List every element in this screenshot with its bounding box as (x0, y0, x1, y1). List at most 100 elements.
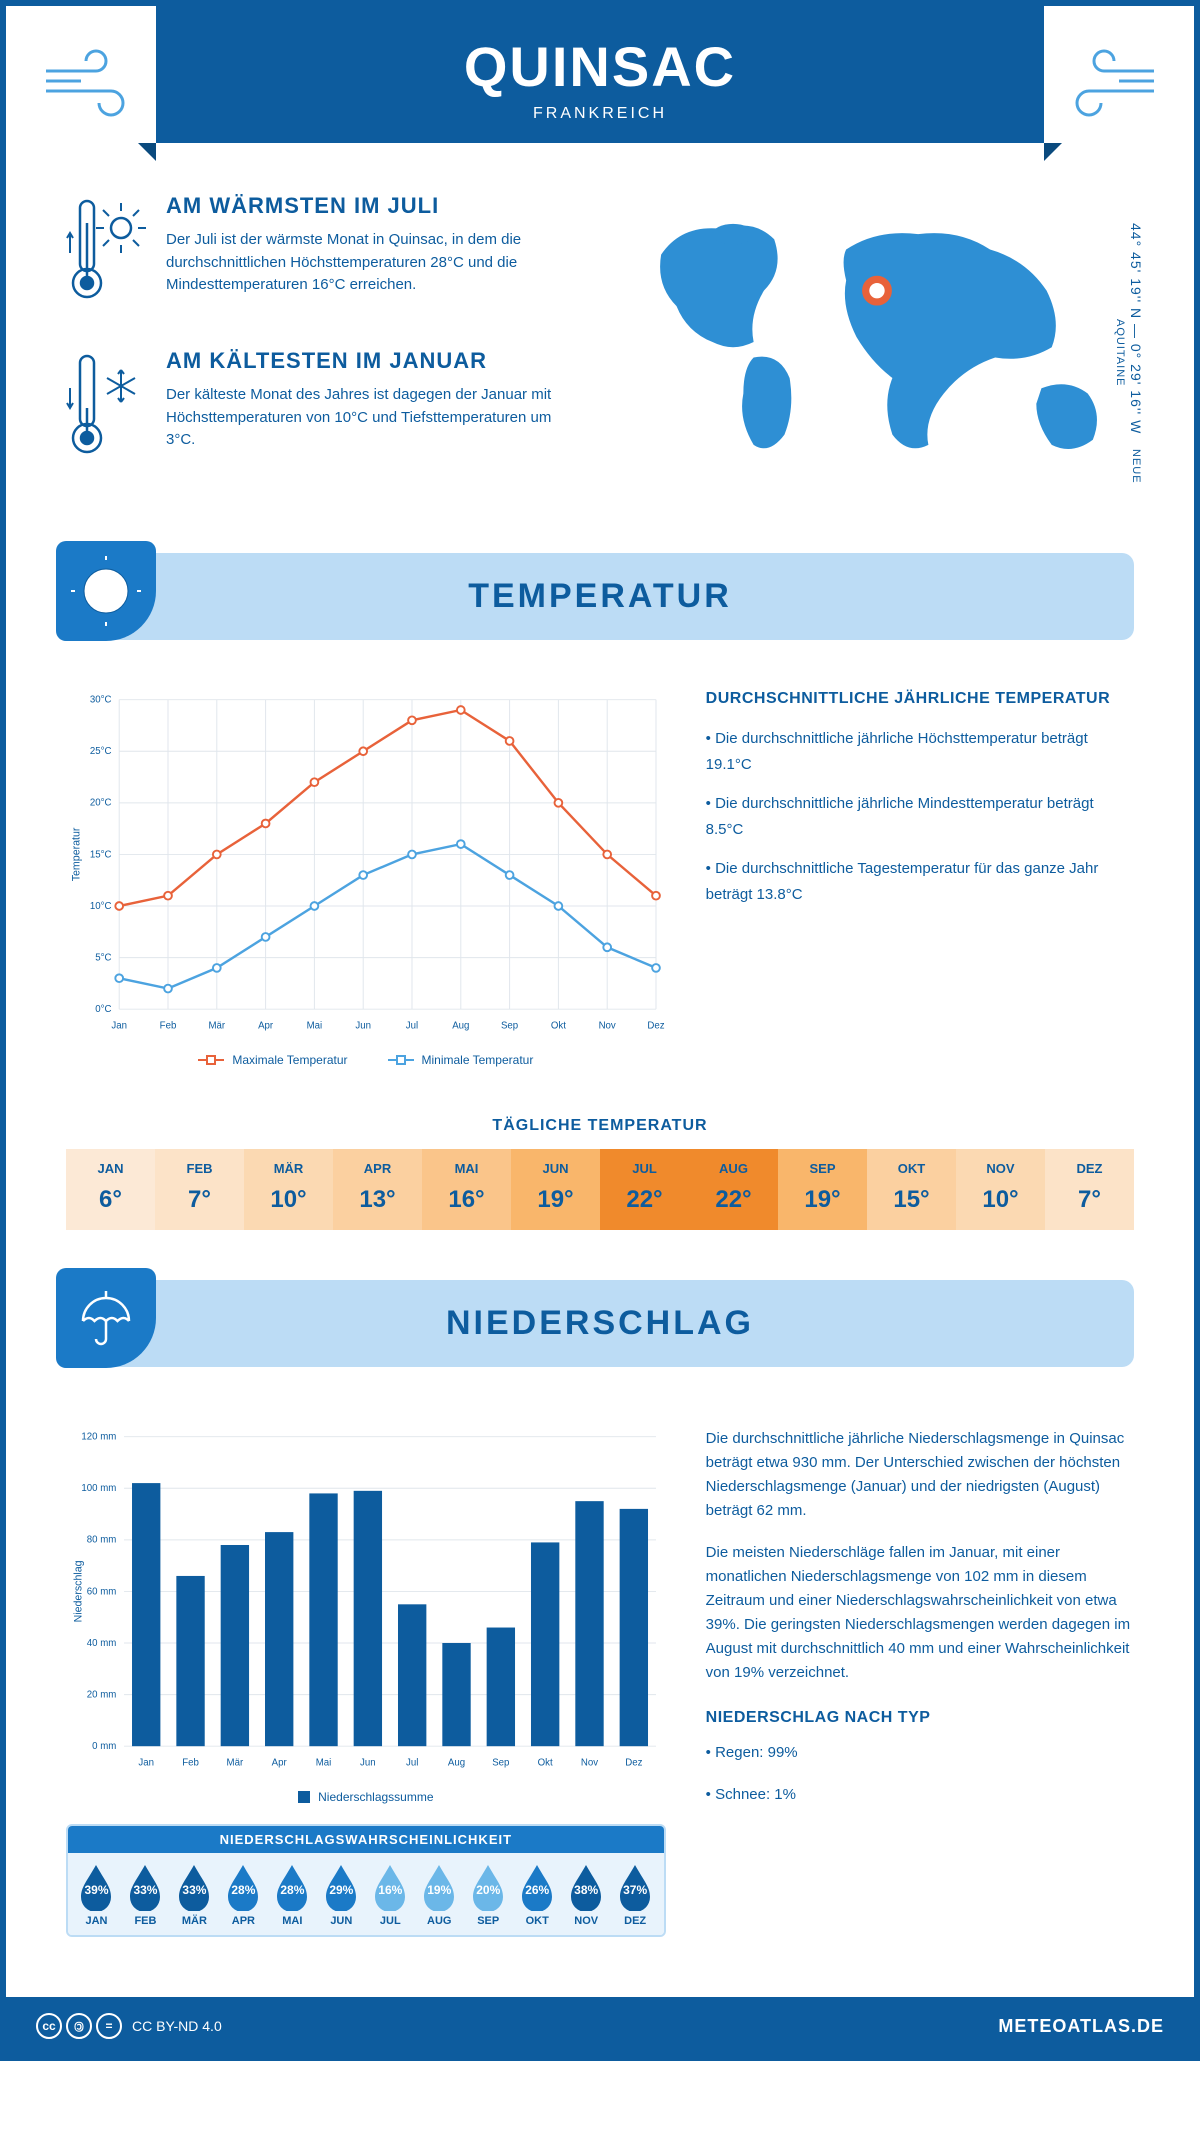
svg-text:Jul: Jul (406, 1758, 418, 1769)
svg-text:60 mm: 60 mm (87, 1587, 117, 1598)
svg-text:Jun: Jun (355, 1021, 371, 1032)
svg-text:Okt: Okt (551, 1021, 566, 1032)
svg-text:120 mm: 120 mm (81, 1432, 116, 1443)
precip-type-item: • Schnee: 1% (706, 1783, 1134, 1807)
svg-text:Mai: Mai (316, 1758, 332, 1769)
precip-type-title: NIEDERSCHLAG NACH TYP (706, 1705, 1134, 1731)
warmest-block: AM WÄRMSTEN IM JULI Der Juli ist der wär… (66, 193, 580, 318)
license-text: CC BY-ND 4.0 (132, 2018, 222, 2034)
wind-icon (1064, 36, 1164, 136)
svg-text:Jul: Jul (406, 1021, 418, 1032)
daily-temp-cell: FEB7° (155, 1149, 244, 1230)
city-title: QUINSAC (176, 34, 1024, 99)
intro-left: AM WÄRMSTEN IM JULI Der Juli ist der wär… (66, 193, 580, 503)
wind-icon (36, 36, 136, 136)
temp-bullet: • Die durchschnittliche Tagestemperatur … (706, 856, 1134, 907)
temperature-body: 0°C5°C10°C15°C20°C25°C30°CJanFebMärAprMa… (6, 670, 1194, 1097)
coldest-title: AM KÄLTESTEN IM JANUAR (166, 348, 580, 374)
svg-text:Okt: Okt (538, 1758, 553, 1769)
svg-text:Mär: Mär (227, 1758, 244, 1769)
svg-text:Jan: Jan (111, 1021, 127, 1032)
precip-prob-cell: 26% OKT (513, 1863, 562, 1927)
warmest-title: AM WÄRMSTEN IM JULI (166, 193, 580, 219)
precip-legend: Niederschlagssumme (66, 1790, 666, 1804)
svg-text:Dez: Dez (647, 1021, 664, 1032)
precip-prob-cell: 39% JAN (72, 1863, 121, 1927)
precip-prob-cell: 37% DEZ (611, 1863, 660, 1927)
legend-min-label: Minimale Temperatur (422, 1053, 534, 1067)
precip-p2: Die meisten Niederschläge fallen im Janu… (706, 1541, 1134, 1685)
coldest-text: AM KÄLTESTEN IM JANUAR Der kälteste Mona… (166, 348, 580, 473)
footer-license: cc🄯= CC BY-ND 4.0 (36, 2013, 222, 2039)
precip-chart: 0 mm20 mm40 mm60 mm80 mm100 mm120 mmJanF… (66, 1427, 666, 1775)
temperature-title: TEMPERATUR (96, 577, 1104, 616)
svg-text:Feb: Feb (160, 1021, 177, 1032)
temperature-chart: 0°C5°C10°C15°C20°C25°C30°CJanFebMärAprMa… (66, 690, 666, 1067)
svg-text:20°C: 20°C (90, 798, 112, 809)
coords-text: 44° 45' 19'' N — 0° 29' 16'' W (1128, 223, 1144, 434)
svg-text:Jun: Jun (360, 1758, 376, 1769)
footer-site: METEOATLAS.DE (998, 2016, 1164, 2037)
legend-max-label: Maximale Temperatur (232, 1053, 347, 1067)
svg-text:80 mm: 80 mm (87, 1535, 117, 1546)
svg-text:Nov: Nov (599, 1021, 616, 1032)
precip-prob-cell: 33% MÄR (170, 1863, 219, 1927)
daily-temp-cell: DEZ7° (1045, 1149, 1134, 1230)
svg-text:100 mm: 100 mm (81, 1483, 116, 1494)
daily-temp-cell: NOV10° (956, 1149, 1045, 1230)
daily-temp-cell: JUN19° (511, 1149, 600, 1230)
svg-text:Niederschlag: Niederschlag (72, 1561, 84, 1623)
temp-info-title: DURCHSCHNITTLICHE JÄHRLICHE TEMPERATUR (706, 690, 1134, 708)
daily-temp-cell: OKT15° (867, 1149, 956, 1230)
header-wrap: QUINSAC FRANKREICH (6, 6, 1194, 143)
world-map-icon (620, 193, 1134, 481)
svg-text:Feb: Feb (182, 1758, 199, 1769)
footer: cc🄯= CC BY-ND 4.0 METEOATLAS.DE (6, 1997, 1194, 2055)
legend-swatch-icon (388, 1059, 414, 1061)
svg-text:Temperatur: Temperatur (71, 827, 83, 881)
precip-info: Die durchschnittliche jährliche Niedersc… (706, 1427, 1134, 1937)
daily-temp-title: TÄGLICHE TEMPERATUR (6, 1117, 1194, 1135)
precip-title: NIEDERSCHLAG (96, 1304, 1104, 1343)
thermometer-snow-icon (66, 348, 146, 473)
svg-text:10°C: 10°C (90, 901, 112, 912)
precip-prob-box: NIEDERSCHLAGSWAHRSCHEINLICHKEIT 39% JAN … (66, 1824, 666, 1937)
thermometer-sun-icon (66, 193, 146, 318)
svg-text:Jan: Jan (138, 1758, 154, 1769)
svg-text:30°C: 30°C (90, 695, 112, 706)
daily-temp-cell: MAI16° (422, 1149, 511, 1230)
svg-text:Sep: Sep (501, 1021, 518, 1032)
temperature-header: TEMPERATUR (66, 553, 1134, 640)
svg-text:Aug: Aug (448, 1758, 465, 1769)
legend-swatch-icon (198, 1059, 224, 1061)
legend-sum: Niederschlagssumme (298, 1790, 433, 1804)
precip-prob-cell: 28% MAI (268, 1863, 317, 1927)
daily-temp-cell: AUG22° (689, 1149, 778, 1230)
precip-left: 0 mm20 mm40 mm60 mm80 mm100 mm120 mmJanF… (66, 1427, 666, 1937)
infographic-container: QUINSAC FRANKREICH AM WÄRMSTEN IM JULI D… (0, 0, 1200, 2061)
svg-text:Apr: Apr (258, 1021, 274, 1032)
precip-body: 0 mm20 mm40 mm60 mm80 mm100 mm120 mmJanF… (6, 1397, 1194, 1957)
svg-text:15°C: 15°C (90, 849, 112, 860)
svg-text:Mär: Mär (208, 1021, 225, 1032)
coldest-block: AM KÄLTESTEN IM JANUAR Der kälteste Mona… (66, 348, 580, 473)
map-block: 44° 45' 19'' N — 0° 29' 16'' W NEUE AQUI… (620, 193, 1134, 503)
precip-prob-cell: 38% NOV (562, 1863, 611, 1927)
legend-sum-label: Niederschlagssumme (318, 1790, 433, 1804)
country-subtitle: FRANKREICH (176, 105, 1024, 123)
daily-temp-cell: JUL22° (600, 1149, 689, 1230)
legend-swatch-icon (298, 1791, 310, 1803)
daily-temp-cell: SEP19° (778, 1149, 867, 1230)
warmest-desc: Der Juli ist der wärmste Monat in Quinsa… (166, 229, 580, 297)
precip-prob-cell: 29% JUN (317, 1863, 366, 1927)
sun-icon (56, 541, 156, 641)
precip-prob-cell: 28% APR (219, 1863, 268, 1927)
svg-text:Sep: Sep (492, 1758, 509, 1769)
svg-text:Nov: Nov (581, 1758, 598, 1769)
legend-min: Minimale Temperatur (388, 1053, 534, 1067)
svg-text:20 mm: 20 mm (87, 1690, 117, 1701)
precip-type-item: • Regen: 99% (706, 1741, 1134, 1765)
svg-text:40 mm: 40 mm (87, 1638, 117, 1649)
precip-prob-cell: 20% SEP (464, 1863, 513, 1927)
precip-prob-cell: 33% FEB (121, 1863, 170, 1927)
